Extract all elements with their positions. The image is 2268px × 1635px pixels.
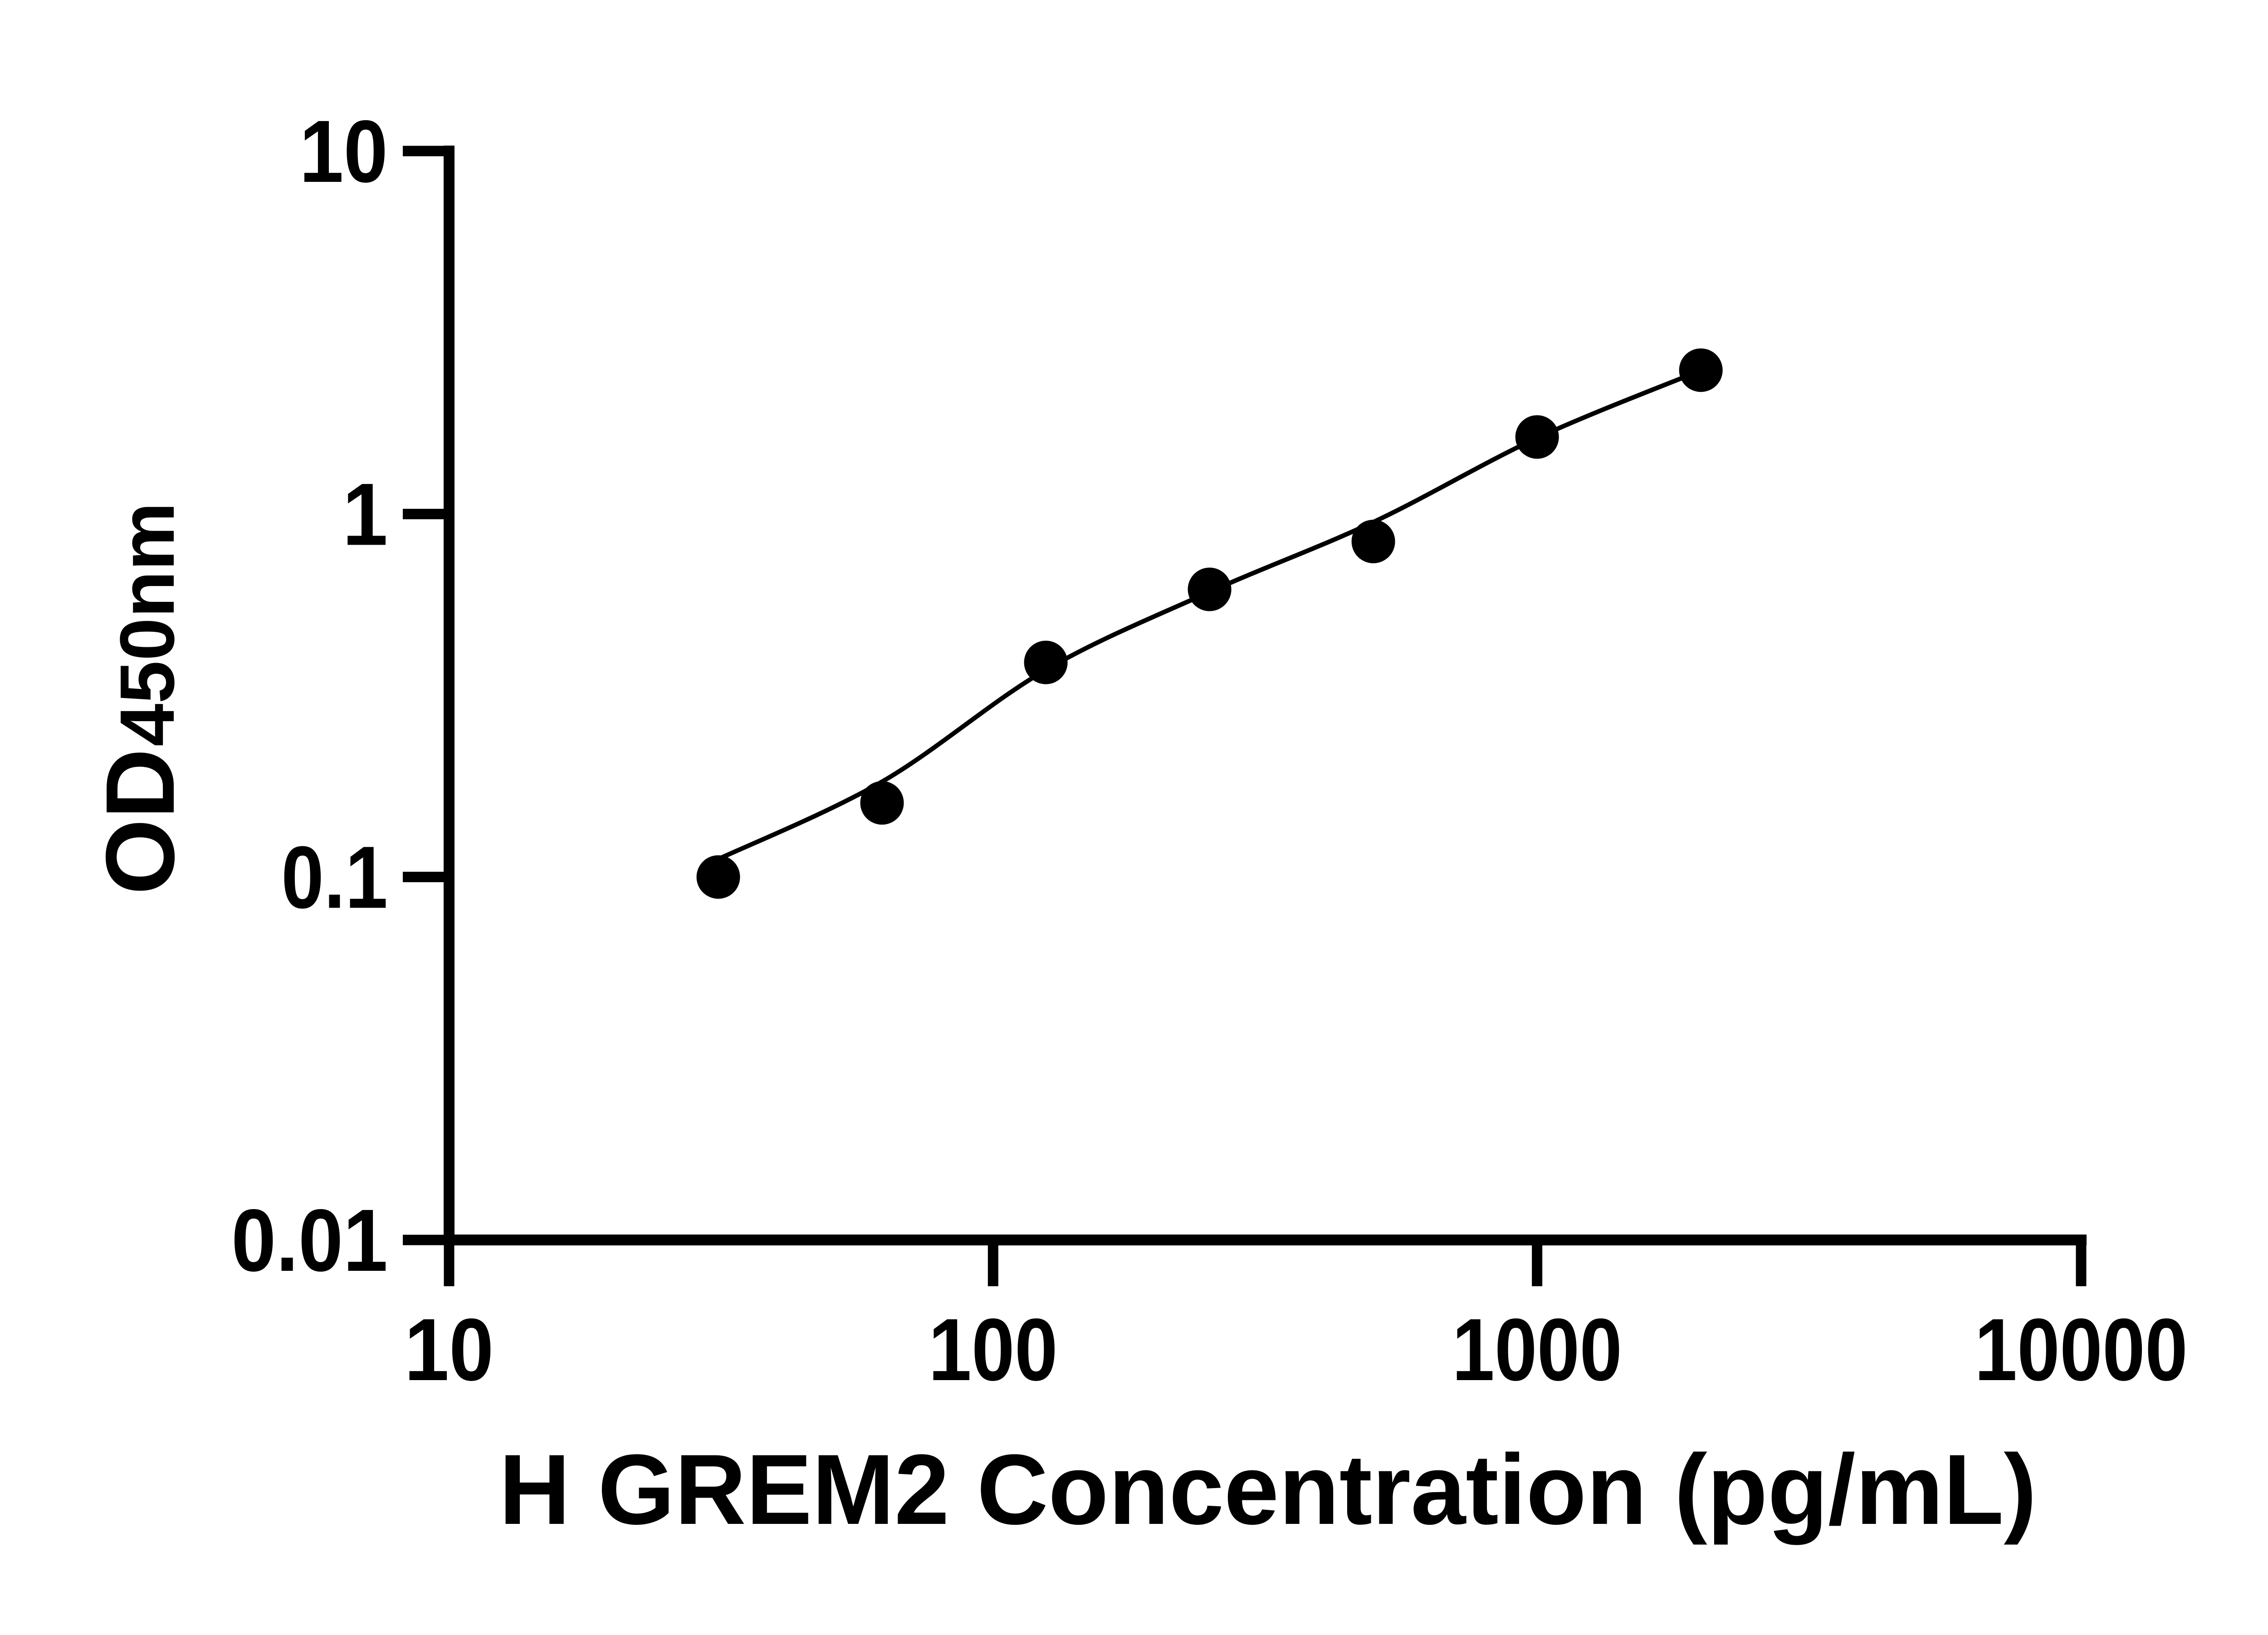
- y-axis-label-main: OD: [85, 748, 195, 895]
- data-point-2000pg: [1679, 348, 1723, 392]
- data-point-250pg: [1188, 567, 1232, 611]
- data-point-31.25pg: [696, 855, 740, 899]
- y-tick-label-0.1: 0.1: [281, 828, 388, 927]
- y-axis-tick-labels: 0.01 0.1 1 10: [231, 102, 388, 1290]
- y-tick-label-10: 10: [299, 102, 388, 201]
- y-axis-label-sub: 450nm: [104, 502, 191, 747]
- x-axis-ticks: [444, 1240, 2087, 1286]
- y-axis-label: OD 450nm: [85, 502, 195, 895]
- y-tick-label-1: 1: [342, 465, 388, 564]
- y-tick-label-0.01: 0.01: [231, 1191, 388, 1290]
- x-tick-label-10: 10: [405, 1300, 494, 1399]
- x-tick-label-1000: 1000: [1452, 1300, 1622, 1399]
- data-point-500pg: [1351, 519, 1395, 563]
- x-tick-label-100: 100: [929, 1300, 1058, 1399]
- data-point-125pg: [1024, 640, 1068, 684]
- x-axis-label: H GREM2 Concentration (pg/mL): [499, 1434, 2037, 1545]
- x-tick-label-10000: 10000: [1975, 1300, 2188, 1399]
- plot-axes: [444, 146, 2087, 1245]
- data-point-62.5pg: [860, 781, 904, 825]
- data-point-1000pg: [1515, 415, 1559, 459]
- data-points-group: [696, 348, 1723, 899]
- y-axis-ticks: [403, 146, 449, 1245]
- x-axis-tick-labels: 10 100 1000 10000: [405, 1300, 2188, 1399]
